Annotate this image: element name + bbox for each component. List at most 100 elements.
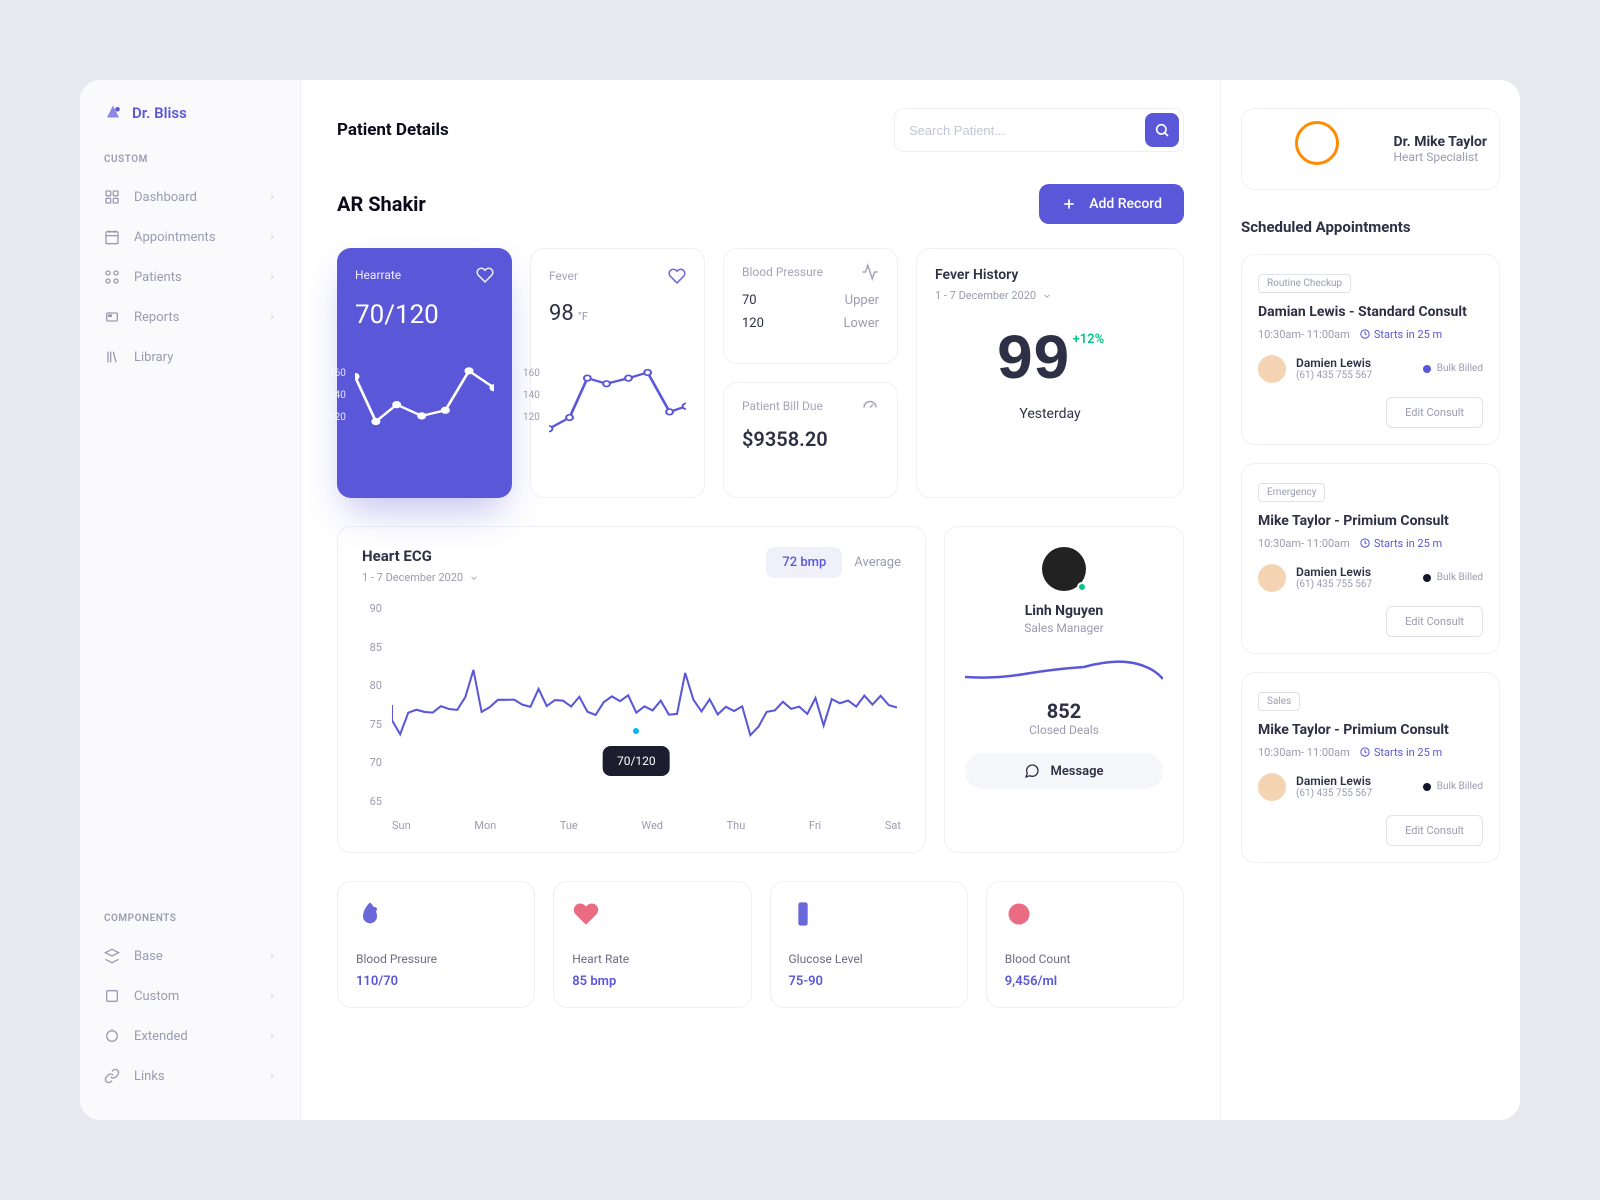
mid-row: Heart ECG 1 - 7 December 2020 72 bmp Ave… (337, 526, 1184, 853)
chevron-right-icon (268, 1032, 276, 1040)
add-record-button[interactable]: Add Record (1039, 184, 1184, 224)
sidebar-section-custom: CUSTOM (80, 154, 300, 177)
fever-history-range: 1 - 7 December 2020 (935, 289, 1036, 302)
sidebar-item-label: Reports (134, 310, 179, 325)
appointment-patient-phone: (61) 435 755 567 (1296, 788, 1372, 799)
patient-name: AR Shakir (337, 192, 426, 216)
contact-name: Linh Nguyen (965, 603, 1163, 619)
chevron-down-icon[interactable] (469, 573, 479, 583)
stat-card-blood-pressure[interactable]: Blood Pressure 110/70 (337, 881, 535, 1008)
heart-icon (668, 267, 686, 285)
sidebar-item-library[interactable]: Library (80, 337, 300, 377)
vitals-row: Hearrate 70/120 160140120 Fever 98°F (337, 248, 1184, 498)
stat-card-glucose-level[interactable]: Glucose Level 75-90 (770, 881, 968, 1008)
sidebar-item-custom[interactable]: Custom (80, 976, 300, 1016)
stats-row: Blood Pressure 110/70 Heart Rate 85 bmp … (337, 881, 1184, 1008)
extended-icon (104, 1028, 120, 1044)
stat-icon (789, 900, 817, 928)
ecg-range: 1 - 7 December 2020 (362, 571, 463, 584)
bill-due-card: Patient Bill Due $9358.20 (723, 382, 898, 498)
fever-chart (549, 350, 686, 440)
blood-pressure-card: Blood Pressure 70 120 Upper Lower (723, 248, 898, 364)
online-dot-icon (1077, 582, 1087, 592)
doctor-card[interactable]: Dr. Mike Taylor Heart Specialist (1241, 108, 1500, 190)
billing-dot-icon (1423, 574, 1431, 582)
ecg-selected-point (631, 726, 641, 736)
add-record-label: Add Record (1089, 196, 1162, 212)
appointment-time: 10:30am- 11:00am (1258, 746, 1350, 759)
appointment-card: Routine Checkup Damian Lewis - Standard … (1241, 254, 1500, 445)
sidebar-item-label: Links (134, 1069, 165, 1084)
right-panel: Dr. Mike Taylor Heart Specialist Schedul… (1220, 80, 1520, 1120)
fever-history-title: Fever History (935, 267, 1165, 283)
contact-avatar (1042, 547, 1086, 591)
main-area: Patient Details AR Shakir Add Record (300, 80, 1520, 1120)
appointment-starts: Starts in 25 m (1360, 328, 1442, 341)
page-title: Patient Details (337, 120, 449, 140)
edit-consult-button[interactable]: Edit Consult (1386, 397, 1483, 428)
edit-consult-button[interactable]: Edit Consult (1386, 606, 1483, 637)
stat-card-heart-rate[interactable]: Heart Rate 85 bmp (553, 881, 751, 1008)
stat-icon (356, 900, 384, 928)
links-icon (104, 1068, 120, 1084)
billing-label: Bulk Billed (1437, 363, 1483, 374)
appointment-card: Emergency Mike Taylor - Primium Consult … (1241, 463, 1500, 654)
ecg-bpm: 72 bmp (766, 547, 842, 578)
base-icon (104, 948, 120, 964)
gauge-icon (861, 397, 879, 415)
sidebar-item-label: Library (134, 350, 173, 365)
stat-value: 110/70 (356, 974, 516, 989)
sidebar-item-appointments[interactable]: Appointments (80, 217, 300, 257)
sidebar-item-label: Patients (134, 270, 182, 285)
sidebar-item-base[interactable]: Base (80, 936, 300, 976)
bill-label: Patient Bill Due (742, 399, 823, 413)
sidebar-item-reports[interactable]: Reports (80, 297, 300, 337)
appointment-starts: Starts in 25 m (1360, 537, 1442, 550)
stat-value: 9,456/ml (1005, 974, 1165, 989)
stat-value: 75-90 (789, 974, 949, 989)
chevron-right-icon (268, 952, 276, 960)
sidebar-item-label: Extended (134, 1029, 188, 1044)
appointment-tag: Routine Checkup (1258, 274, 1351, 293)
search-button[interactable] (1145, 113, 1179, 147)
appointment-title: Damian Lewis - Standard Consult (1258, 303, 1483, 322)
reports-icon (104, 309, 120, 325)
deals-label: Closed Deals (965, 723, 1163, 737)
doctor-spec: Heart Specialist (1394, 150, 1488, 164)
dashboard-icon (104, 189, 120, 205)
sidebar-item-label: Dashboard (134, 190, 197, 205)
logo-icon (104, 104, 122, 122)
appointment-time: 10:30am- 11:00am (1258, 328, 1350, 341)
sidebar-item-dashboard[interactable]: Dashboard (80, 177, 300, 217)
chevron-down-icon[interactable] (1042, 291, 1052, 301)
appointment-starts: Starts in 25 m (1360, 746, 1442, 759)
stat-icon (572, 900, 600, 928)
search-box (894, 108, 1184, 152)
stat-card-blood-count[interactable]: Blood Count 9,456/ml (986, 881, 1184, 1008)
fever-history-pct: +12% (1073, 332, 1105, 347)
stat-icon (1005, 900, 1033, 928)
bp-label: Blood Pressure (742, 265, 823, 279)
sidebar-item-extended[interactable]: Extended (80, 1016, 300, 1056)
appointments-icon (104, 229, 120, 245)
search-icon (1154, 122, 1170, 138)
patient-header: AR Shakir Add Record (337, 184, 1184, 224)
brand-logo[interactable]: Dr. Bliss (80, 104, 300, 154)
heartrate-card: Hearrate 70/120 160140120 (337, 248, 512, 498)
doctor-name: Dr. Mike Taylor (1394, 134, 1488, 150)
sidebar-item-patients[interactable]: Patients (80, 257, 300, 297)
chevron-right-icon (268, 233, 276, 241)
app-window: Dr. Bliss CUSTOM Dashboard Appointments … (80, 80, 1520, 1120)
sidebar-item-links[interactable]: Links (80, 1056, 300, 1096)
fever-unit: °F (578, 310, 588, 323)
clock-icon (1360, 538, 1370, 548)
fever-label: Fever (549, 269, 578, 283)
edit-consult-button[interactable]: Edit Consult (1386, 815, 1483, 846)
message-button[interactable]: Message (965, 753, 1163, 789)
billing-label: Bulk Billed (1437, 572, 1483, 583)
sidebar: Dr. Bliss CUSTOM Dashboard Appointments … (80, 80, 300, 1120)
patient-avatar (1258, 355, 1286, 383)
chevron-right-icon (268, 193, 276, 201)
search-input[interactable] (909, 123, 1145, 138)
plus-icon (1061, 196, 1077, 212)
